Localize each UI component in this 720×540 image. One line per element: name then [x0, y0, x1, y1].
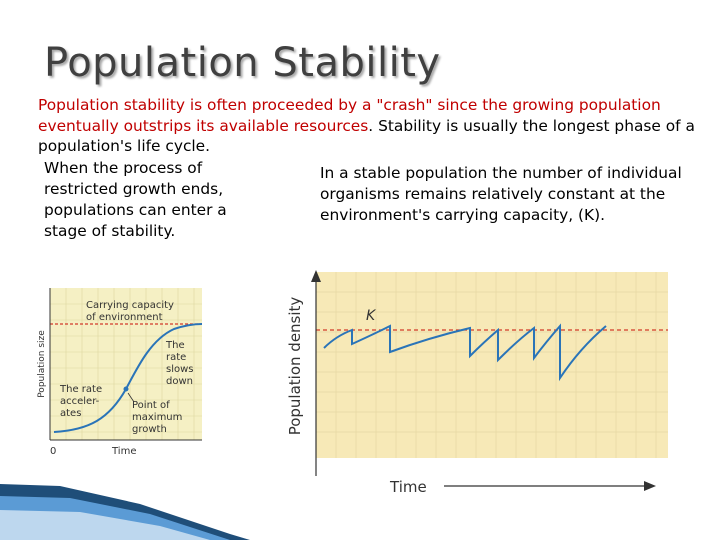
left-y-axis-label: Population size	[37, 330, 47, 398]
left-x-axis-label: Time	[111, 446, 136, 457]
logistic-curve	[53, 323, 203, 433]
plot-grid	[50, 288, 202, 440]
carrying-capacity-label: Carrying capacity of environment	[86, 300, 174, 323]
rate-accelerates-label: The rate acceler-ates	[59, 384, 102, 419]
population-density-figure: K Population density Time	[286, 270, 668, 496]
left-column-text: When the process of restricted growth en…	[44, 159, 227, 240]
k-label: K	[366, 308, 377, 324]
intro-red-text: Population stability is often proceeded …	[38, 96, 661, 135]
logistic-growth-figure: Population size Time 0 Carrying capacity…	[37, 288, 203, 457]
slide-title: Population Stability	[44, 40, 441, 86]
time-arrow-head	[644, 481, 656, 491]
y-axis-arrow	[311, 270, 321, 282]
rate-slows-label: The rate slows down	[165, 340, 194, 387]
intro-paragraph: Population stability is often proceeded …	[38, 95, 698, 157]
intro-black-text: . Stability is usually the longest phase…	[38, 116, 695, 156]
right-column-text: In a stable population the number of ind…	[320, 164, 682, 224]
right-x-axis-label: Time	[389, 478, 427, 496]
decoration-mid	[0, 496, 230, 540]
decoration-dark	[0, 484, 250, 540]
plot-background	[50, 288, 202, 440]
max-growth-point	[123, 386, 129, 392]
right-y-axis-label: Population density	[286, 297, 304, 436]
max-growth-arrow	[127, 392, 135, 403]
plot-grid	[316, 272, 668, 458]
decoration-light	[0, 510, 210, 540]
plot-background	[316, 272, 668, 458]
max-growth-label: Point of maximum growth	[132, 400, 182, 435]
density-curve	[323, 323, 607, 382]
left-origin-label: 0	[50, 446, 56, 457]
